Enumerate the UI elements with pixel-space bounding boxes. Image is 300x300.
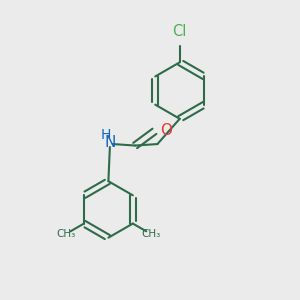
Text: Cl: Cl (172, 24, 187, 39)
Text: N: N (104, 135, 116, 150)
Text: H: H (101, 128, 112, 142)
Text: CH₃: CH₃ (141, 229, 160, 239)
Text: CH₃: CH₃ (56, 229, 76, 239)
Text: O: O (160, 123, 172, 138)
